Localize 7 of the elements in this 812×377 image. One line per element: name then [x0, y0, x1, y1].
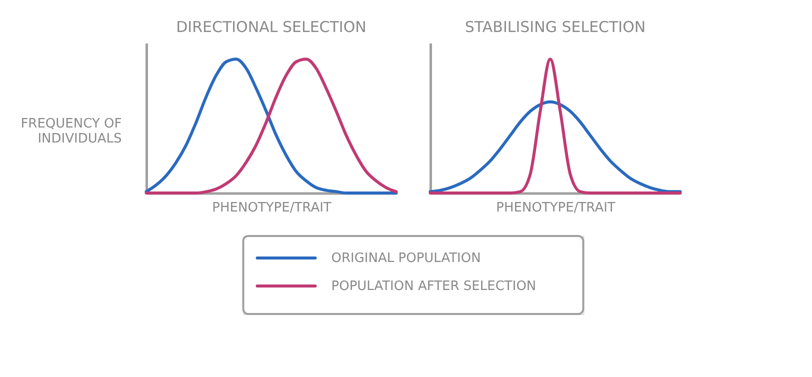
- chart-title: STABILISING SELECTION: [464, 18, 646, 36]
- x-axis-title: PHENOTYPE/TRAIT: [496, 200, 616, 216]
- y-axis-title: FREQUENCY OF INDIVIDUALS: [20, 116, 122, 146]
- legend-label: ORIGINAL POPULATION: [331, 251, 481, 266]
- x-axis-title: PHENOTYPE/TRAIT: [212, 200, 332, 216]
- chart-title: DIRECTIONAL SELECTION: [176, 18, 366, 36]
- legend-label: POPULATION AFTER SELECTION: [331, 279, 536, 294]
